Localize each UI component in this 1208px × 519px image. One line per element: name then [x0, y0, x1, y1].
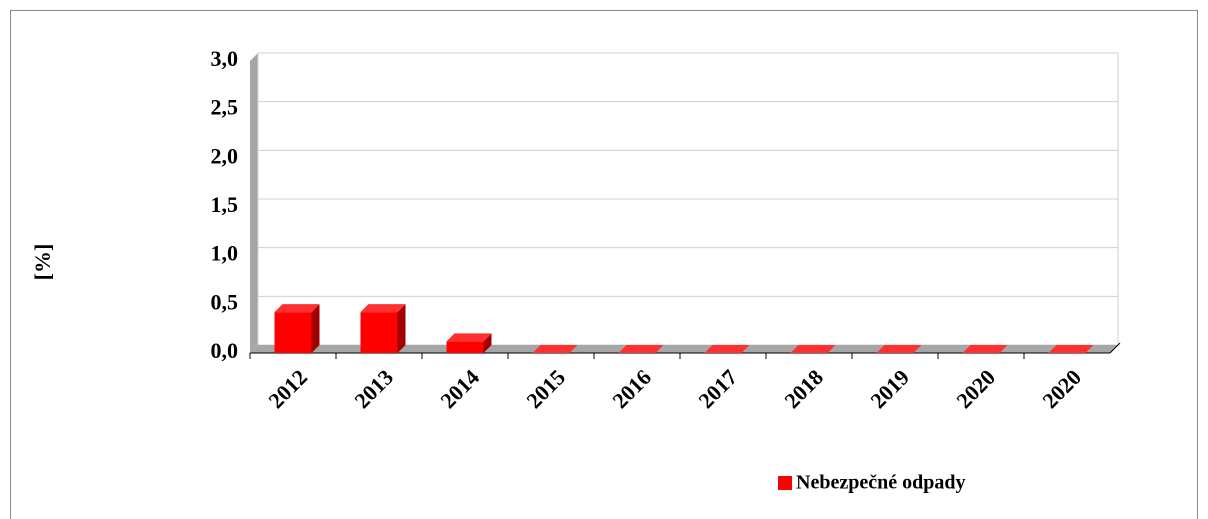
bar [532, 345, 578, 353]
legend-label: Nebezpečné odpady [796, 472, 965, 494]
bar-front [274, 312, 312, 353]
bar-top [1048, 345, 1094, 353]
bar [360, 304, 406, 353]
bar-top [618, 345, 664, 353]
bar [962, 345, 1008, 353]
y-tick-label: 2,5 [211, 95, 239, 120]
bar-side [483, 333, 492, 353]
bar-side [397, 304, 406, 353]
y-tick-label: 0,5 [211, 289, 239, 314]
y-tick-label: 1,0 [211, 241, 239, 266]
bar-top [876, 345, 922, 353]
y-tick-label: 2,0 [211, 143, 239, 168]
y-tick-label: 1,5 [211, 192, 239, 217]
bar-top [360, 304, 406, 313]
bar [618, 345, 664, 353]
bar-top [790, 345, 836, 353]
y-tick-label: 0,0 [211, 338, 239, 363]
bar-top [962, 345, 1008, 353]
bar-top [704, 345, 750, 353]
bar-top [446, 333, 492, 342]
bar [876, 345, 922, 353]
bar-side [311, 304, 320, 353]
bar [790, 345, 836, 353]
bar-top [274, 304, 320, 313]
bar [446, 333, 492, 353]
bar-top [532, 345, 578, 353]
bar-front [360, 312, 398, 353]
bar [704, 345, 750, 353]
bar [274, 304, 320, 353]
legend-swatch [778, 476, 792, 490]
y-tick-label: 3,0 [211, 46, 239, 71]
bar-front [446, 341, 484, 353]
y-axis-label: [%] [30, 244, 55, 281]
side-wall [250, 53, 258, 353]
bar [1048, 345, 1094, 353]
x-axis-end [1109, 342, 1121, 354]
